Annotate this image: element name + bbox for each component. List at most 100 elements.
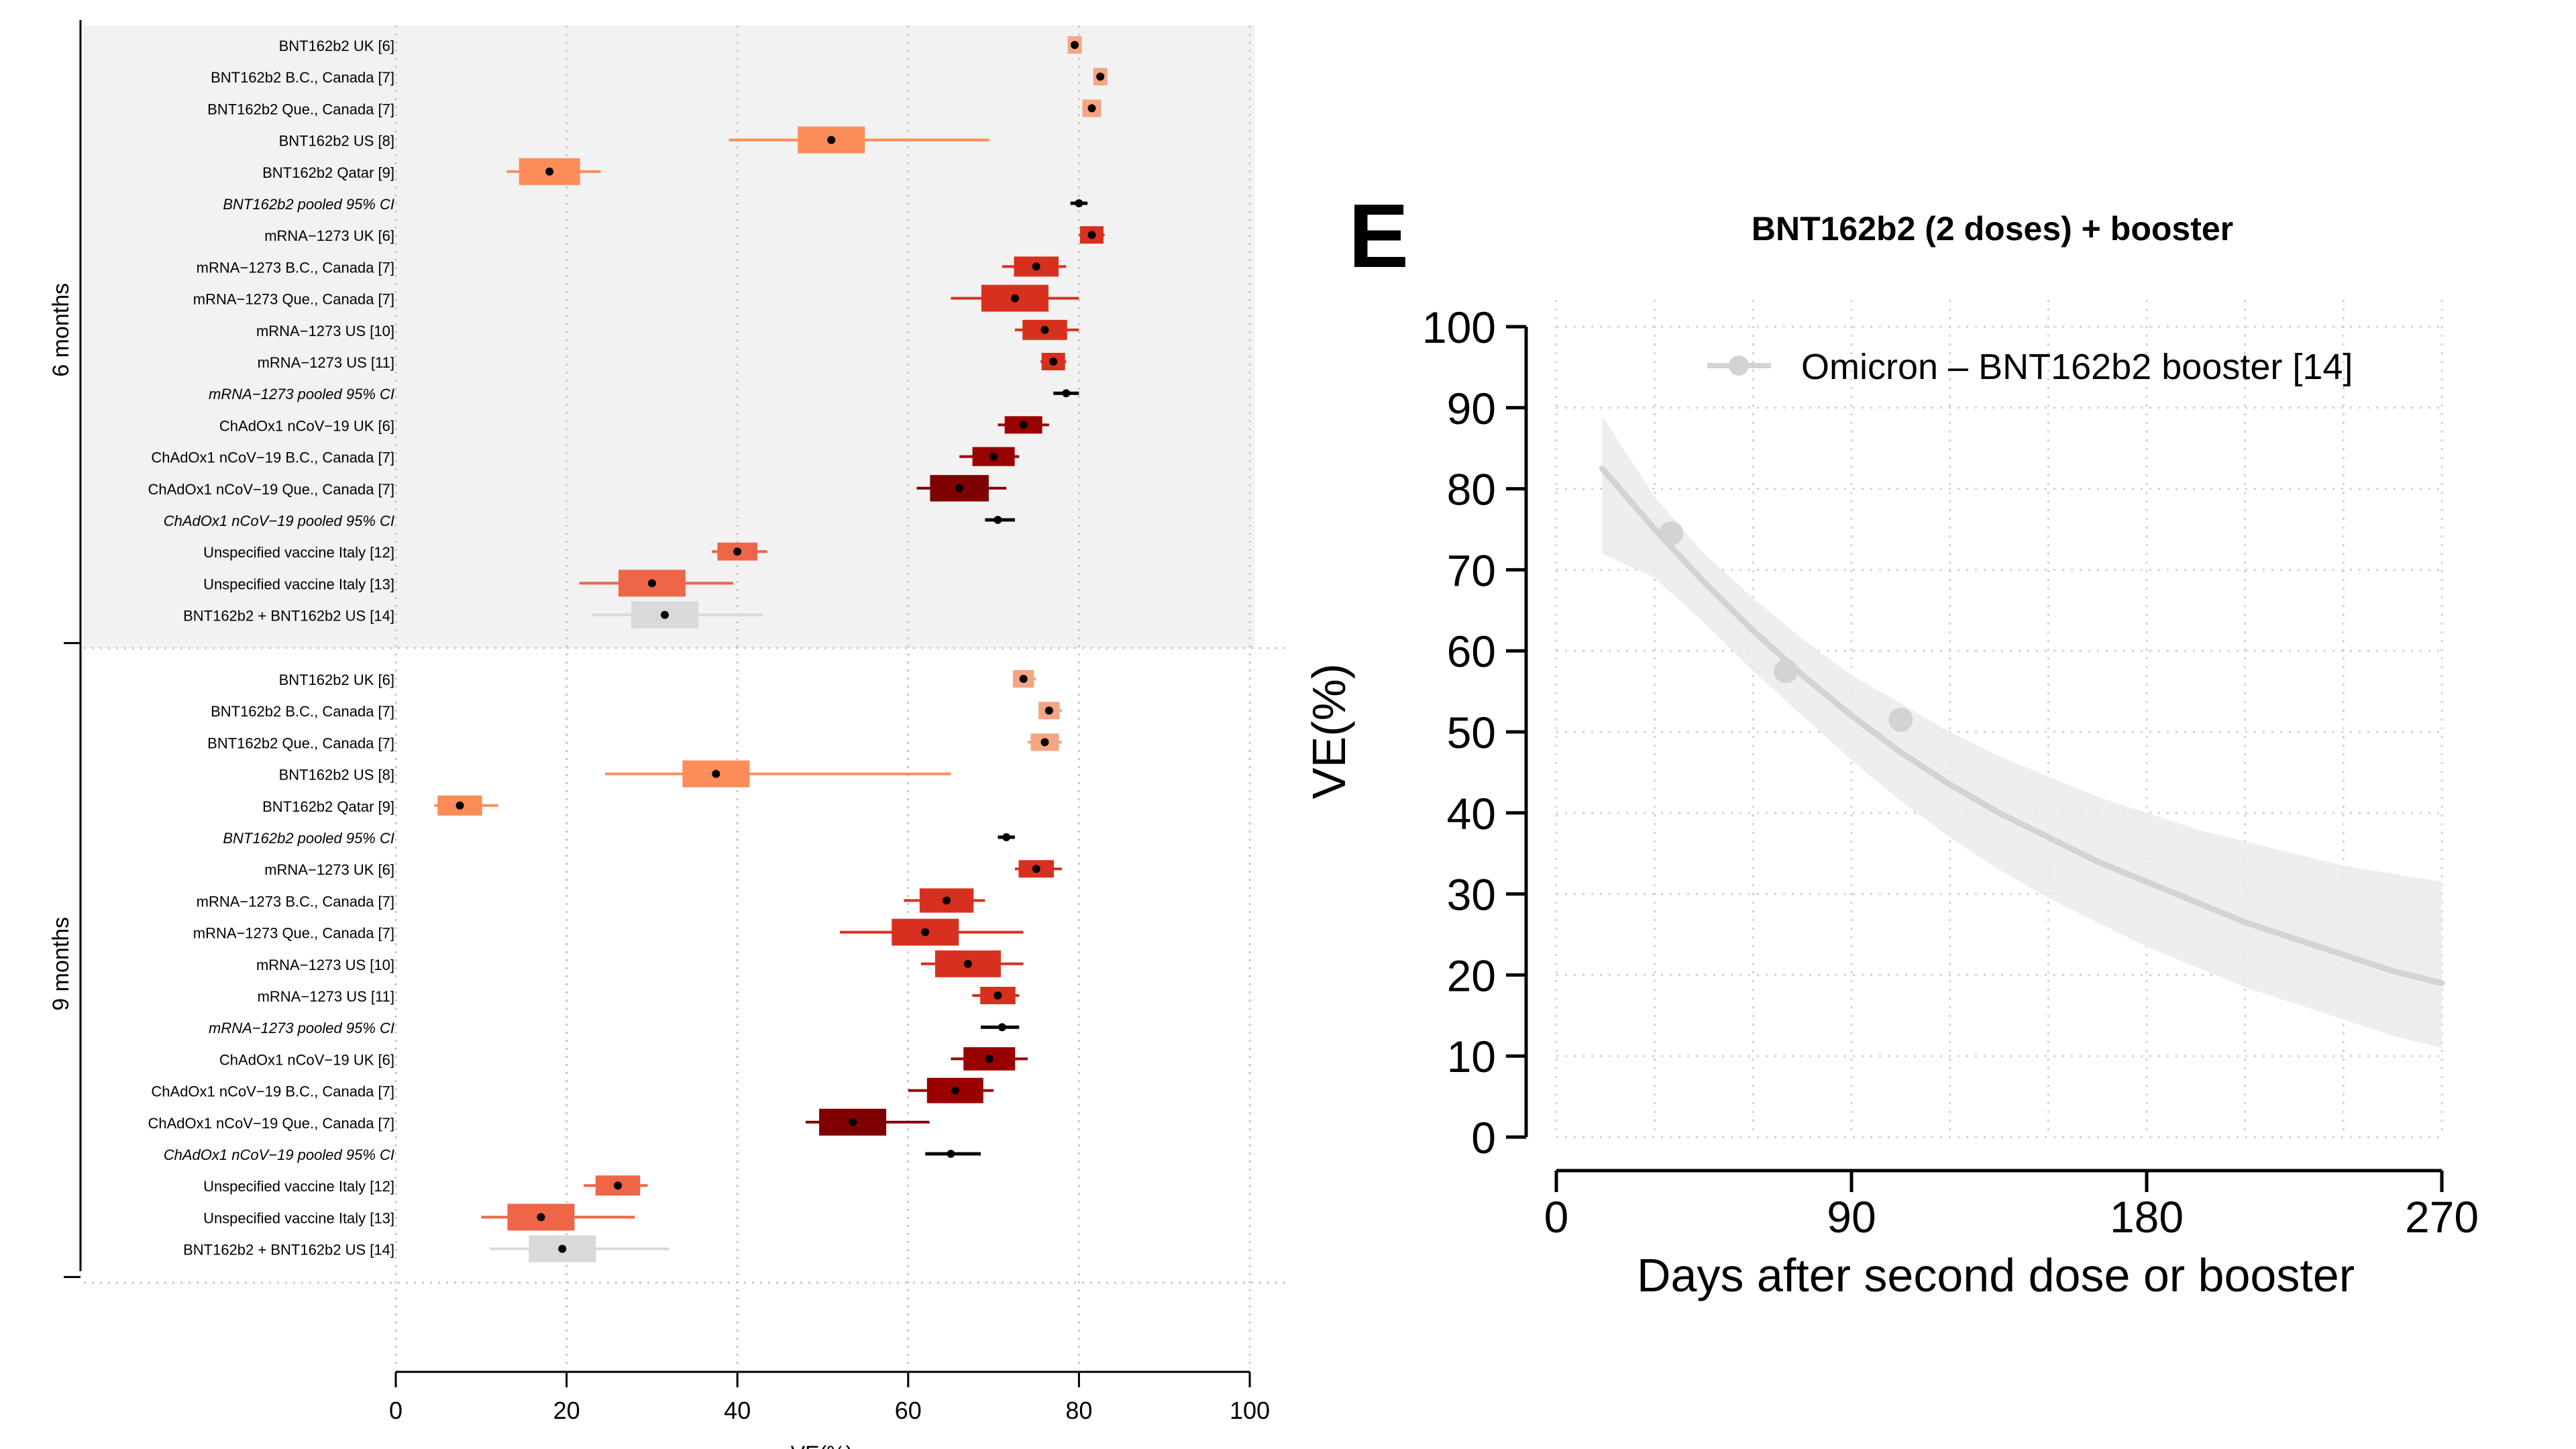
- forest-row-label: ChAdOx1 nCoV−19 B.C., Canada [7]: [151, 449, 394, 466]
- forest-row-label: Unspecified vaccine Italy [12]: [203, 1178, 394, 1195]
- forest-plot-panel: BNT162b2 UK [6] BNT162b2 B.C., Canada [7]…: [48, 20, 1288, 1449]
- point-estimate-dot: [989, 452, 998, 461]
- panel-e-y-tick-label: 60: [1447, 627, 1496, 676]
- forest-x-tick-label: 60: [895, 1397, 922, 1424]
- point-estimate-dot: [1019, 675, 1028, 683]
- fit-curve: [1599, 465, 2445, 986]
- point-estimate-dot: [1087, 104, 1096, 113]
- forest-x-tick-label: 40: [724, 1397, 751, 1424]
- point-estimate-dot: [545, 167, 554, 176]
- forest-row-label: mRNA−1273 US [11]: [258, 354, 394, 371]
- forest-row-label: BNT162b2 Que., Canada [7]: [207, 735, 394, 751]
- forest-row-label: Unspecified vaccine Italy [12]: [203, 544, 394, 561]
- forest-row-label: ChAdOx1 nCoV−19 Que., Canada [7]: [148, 1115, 394, 1132]
- point-estimate-dot: [994, 991, 1002, 1000]
- point-estimate-dot: [1096, 72, 1105, 81]
- forest-row-label: BNT162b2 US [8]: [279, 133, 394, 150]
- data-point: [1659, 521, 1684, 546]
- panel-e-y-axis: 0 10 20 30 40 50 60 70 80 90 100: [1422, 303, 1528, 1163]
- panel-e-y-tick-label: 100: [1422, 303, 1496, 352]
- panel-e-y-tick-label: 10: [1447, 1032, 1496, 1081]
- forest-row-label: ChAdOx1 nCoV−19 UK [6]: [219, 1051, 394, 1068]
- point-estimate-dot: [1002, 833, 1011, 841]
- point-estimate-dot: [849, 1118, 857, 1126]
- forest-row-label: BNT162b2 pooled 95% CI: [223, 196, 394, 213]
- panel-e-y-tick-label: 70: [1447, 545, 1496, 595]
- forest-row-label: mRNA−1273 US [10]: [256, 957, 394, 973]
- forest-row-label: Unspecified vaccine Italy [13]: [203, 576, 394, 592]
- point-estimate-dot: [994, 516, 1002, 524]
- forest-row-label: mRNA−1273 Que., Canada [7]: [193, 291, 394, 308]
- forest-row-label: mRNA−1273 UK [6]: [264, 861, 394, 878]
- forest-x-tick-label: 20: [553, 1397, 580, 1424]
- forest-grid: [84, 25, 1288, 1368]
- panel-e-x-tick-label: 270: [2405, 1192, 2479, 1242]
- forest-row-label: mRNA−1273 pooled 95% CI: [209, 386, 394, 402]
- forest-row-label: ChAdOx1 nCoV−19 UK [6]: [219, 417, 394, 434]
- forest-x-axis-label: VE(%): [791, 1442, 853, 1449]
- legend-point-swatch: [1729, 356, 1749, 376]
- data-point: [1888, 707, 1913, 732]
- point-estimate-dot: [1062, 389, 1071, 398]
- panel-e-x-axis: 0 90 180 270: [1544, 1169, 2479, 1242]
- point-estimate-dot: [613, 1181, 622, 1190]
- forest-row-label: BNT162b2 Qatar [9]: [262, 798, 394, 815]
- point-estimate-dot: [1044, 706, 1053, 715]
- point-estimate-dot: [955, 484, 964, 492]
- forest-row-label: ChAdOx1 nCoV−19 Que., Canada [7]: [148, 481, 394, 498]
- forest-row-label: ChAdOx1 nCoV−19 B.C., Canada [7]: [151, 1083, 394, 1100]
- point-estimate-dot: [647, 579, 656, 588]
- forest-row-label: BNT162b2 Qatar [9]: [262, 164, 394, 181]
- group-label: 6 months: [48, 283, 74, 377]
- forest-row-label: ChAdOx1 nCoV−19 pooled 95% CI: [164, 1146, 394, 1163]
- point-estimate-dot: [1019, 421, 1028, 429]
- point-estimate-dot: [1032, 865, 1040, 873]
- forest-row-label: BNT162b2 B.C., Canada [7]: [211, 703, 394, 720]
- panel-e-data-points: [1659, 521, 1913, 732]
- point-estimate-dot: [1049, 358, 1058, 366]
- point-estimate-dot: [963, 959, 972, 968]
- forest-row-label: mRNA−1273 B.C., Canada [7]: [197, 259, 394, 276]
- panel-e-y-tick-label: 30: [1447, 870, 1496, 920]
- point-estimate-dot: [1010, 294, 1019, 303]
- forest-row-label: mRNA−1273 pooled 95% CI: [209, 1020, 394, 1036]
- forest-row-label: mRNA−1273 Que., Canada [7]: [193, 925, 394, 942]
- panel-e-y-tick-label: 90: [1447, 384, 1496, 433]
- forest-row-label: BNT162b2 + BNT162b2 US [14]: [183, 1242, 394, 1258]
- panel-e-legend: Omicron – BNT162b2 booster [14]: [1707, 347, 2353, 387]
- forest-row-label: Unspecified vaccine Italy [13]: [203, 1210, 394, 1226]
- forest-row-label: BNT162b2 Que., Canada [7]: [207, 101, 394, 117]
- forest-row-label: BNT162b2 UK [6]: [279, 38, 394, 54]
- point-estimate-dot: [733, 547, 742, 556]
- panel-e-y-tick-label: 50: [1447, 708, 1496, 757]
- point-estimate-dot: [827, 136, 836, 144]
- point-estimate-dot: [537, 1213, 545, 1222]
- forest-rows: BNT162b2 UK [6] BNT162b2 B.C., Canada [7]…: [148, 36, 1108, 1263]
- forest-row-label: BNT162b2 pooled 95% CI: [223, 830, 394, 847]
- panel-letter: E: [1348, 185, 1409, 286]
- confidence-band: [1602, 415, 2442, 1049]
- point-estimate-dot: [943, 896, 951, 905]
- panel-e-y-tick-label: 0: [1471, 1113, 1496, 1163]
- forest-x-tick-label: 80: [1065, 1397, 1092, 1424]
- forest-row-label: ChAdOx1 nCoV−19 pooled 95% CI: [164, 513, 394, 529]
- point-estimate-dot: [921, 928, 930, 936]
- point-estimate-dot: [951, 1086, 959, 1095]
- panel-e-x-tick-label: 90: [1827, 1192, 1876, 1242]
- point-estimate-dot: [455, 801, 464, 810]
- point-estimate-dot: [1075, 199, 1083, 207]
- panel-e-grid: [1555, 300, 2443, 1138]
- forest-x-tick-label: 100: [1230, 1397, 1270, 1424]
- panel-e-y-tick-label: 40: [1447, 789, 1496, 839]
- data-point: [1774, 659, 1799, 684]
- point-estimate-dot: [947, 1150, 955, 1158]
- panel-e-y-axis-label: VE(%): [1303, 663, 1355, 799]
- forest-row-label: mRNA−1273 US [10]: [256, 323, 394, 339]
- point-estimate-dot: [1040, 325, 1049, 334]
- panel-e-fit-curve: [1599, 465, 2445, 986]
- panel-e-title: BNT162b2 (2 doses) + booster: [1752, 210, 2233, 248]
- forest-x-axis: 0 20 40 60 80 100: [389, 1371, 1270, 1424]
- group-label: 9 months: [48, 917, 74, 1011]
- panel-e-y-tick-label: 80: [1447, 465, 1496, 515]
- panel-e-x-axis-label: Days after second dose or booster: [1637, 1249, 2355, 1301]
